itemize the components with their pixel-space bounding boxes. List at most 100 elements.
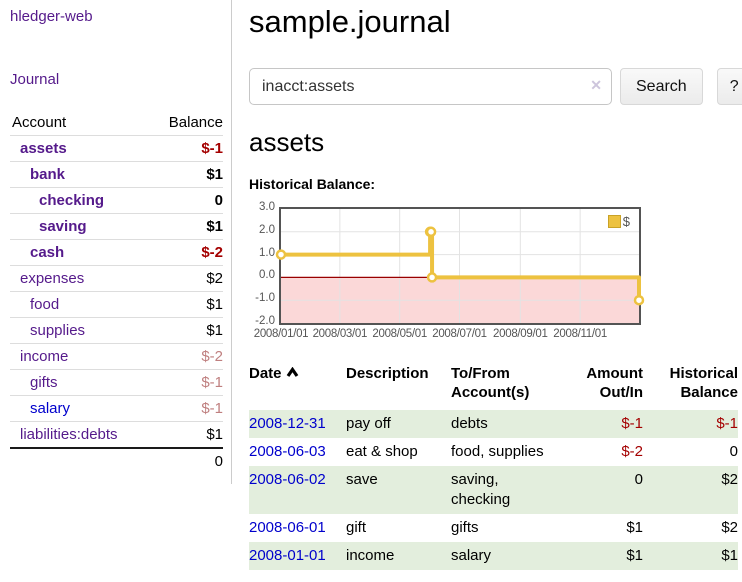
account-row: checking 0: [10, 187, 223, 214]
account-link-cash[interactable]: cash: [30, 244, 65, 261]
account-row: salary $-1: [10, 395, 223, 422]
account-balance: $-1: [151, 395, 223, 422]
account-balance: $-1: [151, 135, 223, 162]
y-axis-tick: 1.0: [259, 246, 275, 259]
register-row: 2008-06-02 save saving, checking 0 $2: [249, 466, 738, 514]
accounts-total-row: 0: [10, 447, 223, 474]
accounts-cell: saving, checking: [451, 471, 511, 508]
accounts-cell: food, supplies: [451, 443, 544, 460]
amount-cell: $-1: [621, 415, 643, 432]
account-link-assets[interactable]: assets: [20, 140, 67, 157]
account-heading: assets: [249, 127, 325, 157]
account-balance: $1: [151, 421, 223, 449]
account-link-salary[interactable]: salary: [30, 400, 71, 417]
x-axis-tick: 2008/05/01: [372, 328, 427, 340]
register-row: 2008-06-03 eat & shop food, supplies $-2…: [249, 438, 738, 466]
account-balance: $1: [151, 291, 223, 318]
description-cell: pay off: [346, 415, 391, 432]
legend-swatch: [607, 215, 621, 228]
y-axis-tick: -2.0: [255, 315, 275, 327]
account-balance: $1: [151, 161, 223, 188]
description-cell: income: [346, 547, 395, 564]
account-balance: $-2: [151, 239, 223, 266]
description-cell: save: [346, 471, 378, 488]
account-link-bank[interactable]: bank: [30, 166, 66, 183]
account-balance: $2: [151, 265, 223, 292]
y-axis-tick: 3.0: [259, 201, 275, 213]
account-row: gifts $-1: [10, 369, 223, 396]
accounts-header-row: Account Balance: [10, 110, 223, 136]
account-row: saving $1: [10, 213, 223, 240]
legend-label: $: [622, 214, 630, 229]
y-axis-tick: -1.0: [255, 292, 275, 305]
balance-cell: $1: [721, 547, 738, 564]
amount-cell: 0: [634, 471, 643, 488]
help-button[interactable]: ?: [716, 68, 742, 105]
clear-search-icon[interactable]: ✕: [590, 77, 602, 93]
date-link[interactable]: 2008-12-31: [249, 415, 326, 432]
sidebar: hledger-web Journal Account Balance asse…: [0, 0, 232, 484]
date-link[interactable]: 2008-06-01: [249, 519, 326, 536]
account-link-supplies[interactable]: supplies: [30, 322, 86, 339]
account-link-food[interactable]: food: [30, 296, 60, 313]
app: hledger-web Journal Account Balance asse…: [0, 0, 742, 570]
column-header-amount: Amount Out/In: [586, 365, 643, 401]
x-axis-tick: 2008/01/01: [253, 328, 309, 340]
account-balance: 0: [151, 187, 223, 214]
balance-cell: 0: [729, 443, 738, 460]
chart-legend: $: [607, 214, 630, 229]
search-input[interactable]: [249, 68, 612, 105]
description-cell: eat & shop: [346, 443, 418, 460]
account-link-expenses[interactable]: expenses: [20, 270, 85, 287]
account-balance: $1: [151, 213, 223, 240]
accounts-cell: salary: [451, 547, 492, 564]
date-link[interactable]: 2008-06-02: [249, 471, 326, 488]
account-row: food $1: [10, 291, 223, 318]
amount-cell: $1: [626, 547, 643, 564]
account-link-liabilities-debts[interactable]: liabilities:debts: [20, 426, 118, 443]
app-title-link[interactable]: hledger-web: [10, 8, 93, 25]
x-axis-tick: 2008/03/01: [312, 328, 368, 340]
accounts-cell: debts: [451, 415, 488, 432]
account-row: supplies $1: [10, 317, 223, 344]
sidebar-item-journal[interactable]: Journal: [10, 71, 60, 88]
account-row: bank $1: [10, 161, 223, 188]
account-row: cash $-2: [10, 239, 223, 266]
balance-cell: $2: [721, 471, 738, 488]
accounts-header-balance: Balance: [151, 110, 223, 136]
balance-cell: $2: [721, 519, 738, 536]
chart-title: Historical Balance:: [249, 176, 376, 192]
account-link-checking[interactable]: checking: [39, 192, 105, 209]
amount-cell: $1: [626, 519, 643, 536]
x-axis-tick: 2008/07/01: [432, 328, 487, 340]
x-axis-tick: 2008/11/01: [553, 328, 607, 340]
column-header-date[interactable]: Date: [249, 362, 346, 410]
account-link-income[interactable]: income: [20, 348, 69, 365]
date-link[interactable]: 2008-06-03: [249, 443, 326, 460]
y-axis-tick: 0.0: [259, 269, 275, 282]
balance-cell: $-1: [716, 415, 738, 432]
plot-area: $: [275, 207, 645, 325]
description-cell: gift: [346, 519, 367, 536]
account-link-saving[interactable]: saving: [39, 218, 87, 235]
y-axis-tick: 2.0: [259, 223, 275, 236]
account-balance: $1: [151, 317, 223, 344]
x-axis-tick: 2008/09/01: [493, 328, 548, 340]
account-row: expenses $2: [10, 265, 223, 292]
column-header-balance: Historical Balance: [669, 365, 738, 401]
balance-line-svg: [275, 209, 645, 323]
search-button[interactable]: Search: [620, 68, 703, 105]
sort-asc-icon: [286, 364, 299, 383]
register-row: 2008-01-01 income salary $1 $1: [249, 542, 738, 570]
page-title: sample.journal: [249, 4, 451, 39]
date-link[interactable]: 2008-01-01: [249, 547, 326, 564]
account-row: assets $-1: [10, 135, 223, 162]
column-header-accounts: To/From Account(s): [451, 365, 530, 401]
account-link-gifts[interactable]: gifts: [30, 374, 58, 391]
amount-cell: $-2: [621, 443, 643, 460]
main-content: sample.journal ✕ Search ? assets Histori…: [232, 0, 742, 570]
register-row: 2008-06-01 gift gifts $1 $2: [249, 514, 738, 542]
accounts-header-account: Account: [10, 110, 152, 136]
accounts-cell: gifts: [451, 519, 479, 536]
search-input-wrap: ✕: [249, 68, 612, 105]
